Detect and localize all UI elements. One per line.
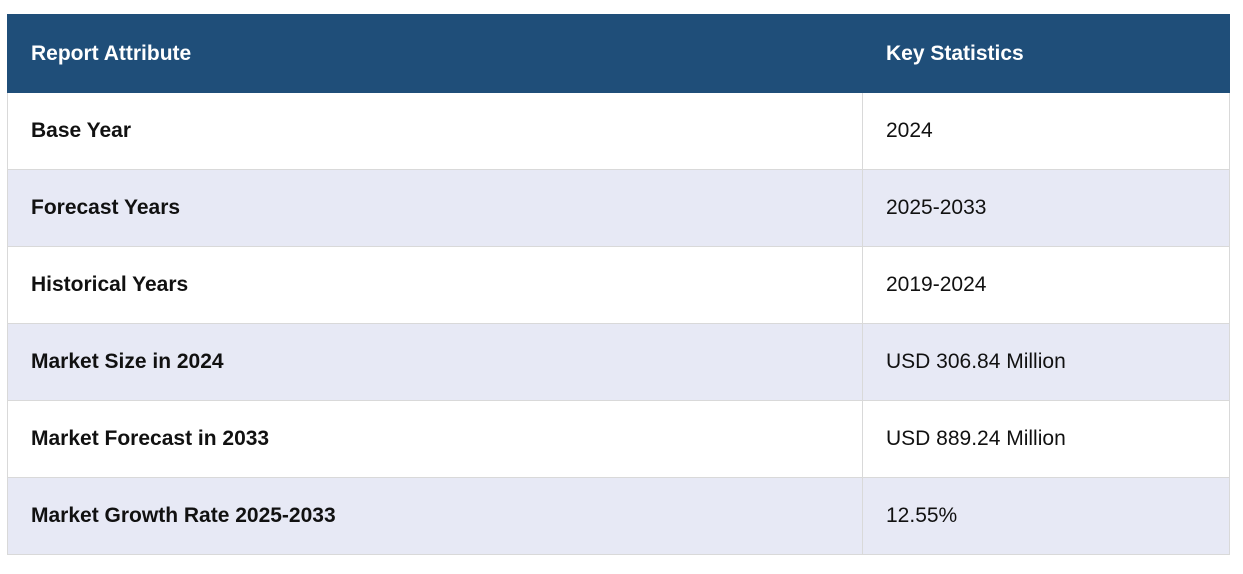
row-attribute: Market Growth Rate 2025-2033 <box>7 477 863 555</box>
row-value: 12.55% <box>862 477 1230 555</box>
table-body: Base Year 2024 Forecast Years 2025-2033 … <box>7 92 1230 555</box>
row-value: 2024 <box>862 92 1230 170</box>
row-value: 2019-2024 <box>862 246 1230 324</box>
row-value: 2025-2033 <box>862 169 1230 247</box>
table-header: Report Attribute Key Statistics <box>7 14 1230 93</box>
row-attribute: Historical Years <box>7 246 863 324</box>
header-key-statistics: Key Statistics <box>862 14 1230 93</box>
row-attribute: Forecast Years <box>7 169 863 247</box>
table-row: Market Size in 2024 USD 306.84 Million <box>7 323 1230 401</box>
row-value: USD 306.84 Million <box>862 323 1230 401</box>
table-row: Forecast Years 2025-2033 <box>7 169 1230 247</box>
table-row: Market Forecast in 2033 USD 889.24 Milli… <box>7 400 1230 478</box>
table-row: Base Year 2024 <box>7 92 1230 170</box>
report-attributes-table: Report Attribute Key Statistics Base Yea… <box>7 14 1230 555</box>
table-row: Market Growth Rate 2025-2033 12.55% <box>7 477 1230 555</box>
row-attribute: Market Size in 2024 <box>7 323 863 401</box>
header-row: Report Attribute Key Statistics <box>7 14 1230 93</box>
row-attribute: Base Year <box>7 92 863 170</box>
row-value: USD 889.24 Million <box>862 400 1230 478</box>
table-row: Historical Years 2019-2024 <box>7 246 1230 324</box>
row-attribute: Market Forecast in 2033 <box>7 400 863 478</box>
header-report-attribute: Report Attribute <box>7 14 863 93</box>
